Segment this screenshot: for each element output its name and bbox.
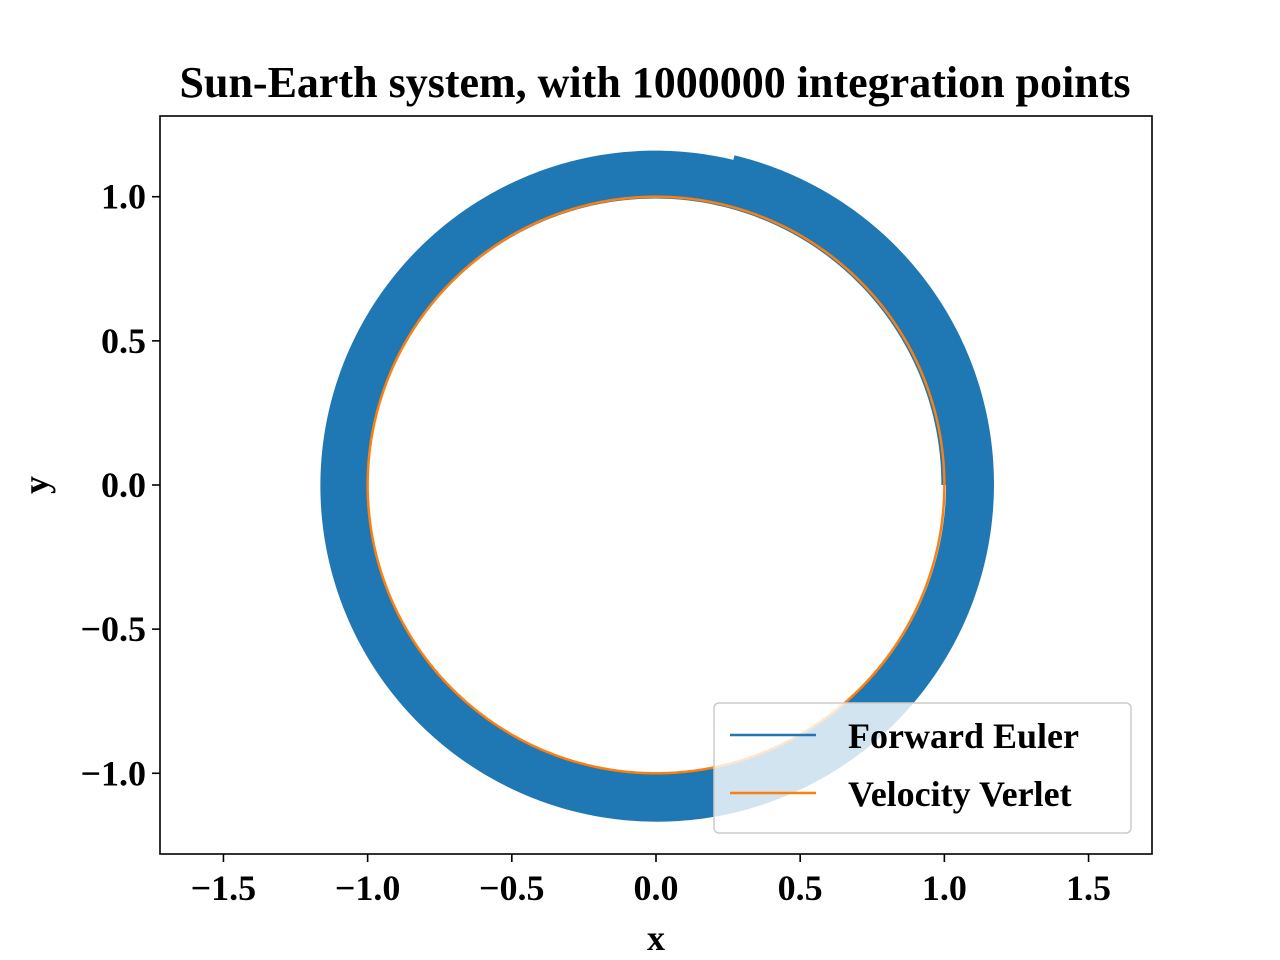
x-tick-label: 0.0 — [634, 868, 679, 908]
legend-label-velocity-verlet: Velocity Verlet — [848, 774, 1072, 814]
x-tick-label: 0.5 — [778, 868, 823, 908]
y-tick-label: −1.0 — [80, 753, 146, 793]
x-tick-label: −0.5 — [479, 868, 545, 908]
legend-label-forward-euler: Forward Euler — [848, 716, 1079, 756]
series-velocity-verlet — [366, 195, 946, 775]
velocity-verlet-line — [366, 195, 946, 775]
x-axis-ticks: −1.5 −1.0 −0.5 0.0 0.5 1.0 1.5 — [191, 854, 1111, 908]
y-tick-label: 0.5 — [101, 321, 146, 361]
forward-euler-line — [320, 150, 994, 822]
x-tick-label: −1.5 — [191, 868, 257, 908]
chart-title: Sun-Earth system, with 1000000 integrati… — [180, 58, 1131, 107]
y-tick-label: −0.5 — [80, 609, 146, 649]
y-axis-ticks: −1.0 −0.5 0.0 0.5 1.0 — [80, 177, 160, 793]
x-axis-label: x — [647, 918, 665, 958]
legend: Forward Euler Velocity Verlet — [713, 702, 1132, 834]
legend-box — [713, 702, 1132, 834]
x-tick-label: −1.0 — [335, 868, 401, 908]
y-tick-label: 1.0 — [101, 177, 146, 217]
x-tick-label: 1.0 — [922, 868, 967, 908]
y-axis-label: y — [16, 476, 56, 494]
series-forward-euler — [320, 150, 994, 822]
y-tick-label: 0.0 — [101, 465, 146, 505]
x-tick-label: 1.5 — [1066, 868, 1111, 908]
